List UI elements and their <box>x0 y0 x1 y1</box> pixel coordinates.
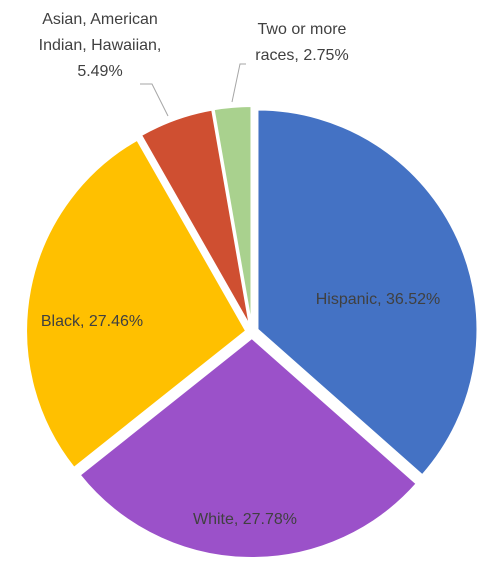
label-line: 5.49% <box>77 63 122 80</box>
data-label: White, 27.78% <box>193 511 297 528</box>
data-label: Hispanic, 36.52% <box>316 291 441 308</box>
data-label: Two or more races, 2.75% <box>255 21 348 64</box>
slice <box>212 105 253 327</box>
label-line: White, 27.78% <box>193 511 297 528</box>
label-line: races, 2.75% <box>255 47 348 64</box>
label-line: Black, 27.46% <box>41 313 143 330</box>
label-line: Asian, American <box>42 11 158 28</box>
leader-line <box>231 63 246 103</box>
slice <box>139 108 251 327</box>
label-line: Indian, Hawaiian, <box>39 37 162 54</box>
data-label: Asian, American Indian, Hawaiian, 5.49% <box>39 11 162 80</box>
data-label: Black, 27.46% <box>41 313 143 330</box>
slices <box>25 105 479 559</box>
label-line: Hispanic, 36.52% <box>316 291 441 308</box>
slice <box>78 336 419 559</box>
slice <box>256 108 479 477</box>
leader-line <box>140 83 169 117</box>
label-line: Two or more <box>258 21 347 38</box>
slice <box>25 138 248 470</box>
